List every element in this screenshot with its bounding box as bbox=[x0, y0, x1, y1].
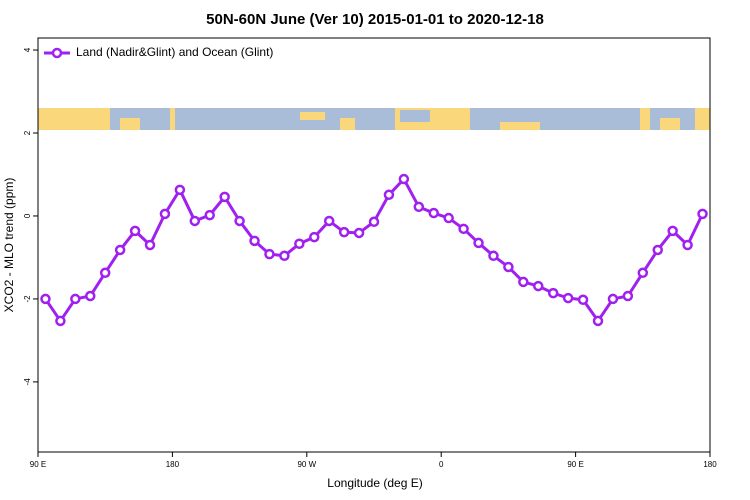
point bbox=[249, 235, 260, 247]
point bbox=[70, 293, 81, 305]
point bbox=[697, 208, 708, 220]
point bbox=[488, 250, 499, 262]
point bbox=[637, 267, 649, 279]
point bbox=[518, 276, 529, 288]
point bbox=[503, 261, 514, 273]
point bbox=[204, 209, 215, 221]
point bbox=[413, 201, 425, 213]
point bbox=[443, 212, 454, 224]
point bbox=[458, 223, 469, 235]
point bbox=[219, 191, 230, 203]
point bbox=[368, 216, 380, 228]
point bbox=[398, 173, 410, 185]
y-tick-label: 4 bbox=[23, 47, 32, 52]
point bbox=[264, 248, 275, 260]
y-tick-label: 2 bbox=[23, 130, 32, 135]
point bbox=[234, 215, 245, 227]
point bbox=[682, 239, 693, 251]
y-tick-label: 0 bbox=[23, 213, 32, 218]
point bbox=[159, 208, 171, 220]
point bbox=[144, 239, 156, 251]
point bbox=[607, 293, 619, 305]
point bbox=[383, 189, 395, 201]
point bbox=[353, 227, 365, 239]
legend-marker bbox=[51, 47, 63, 59]
x-axis-label: Longitude (deg E) bbox=[327, 476, 422, 490]
point bbox=[577, 294, 589, 306]
point bbox=[129, 225, 141, 237]
point bbox=[533, 280, 544, 292]
point bbox=[323, 215, 335, 227]
y-tick-label: -4 bbox=[23, 378, 32, 386]
map-strip bbox=[38, 108, 710, 130]
point bbox=[547, 287, 559, 299]
point bbox=[40, 293, 51, 305]
point bbox=[473, 237, 484, 249]
x-tick-label: 90 W bbox=[297, 460, 316, 469]
legend-label: Land (Nadir&Glint) and Ocean (Glint) bbox=[76, 45, 273, 59]
x-tick-label: 180 bbox=[166, 460, 180, 469]
y-axis-label: XCO2 - MLO trend (ppm) bbox=[2, 178, 16, 313]
plot-frame bbox=[37, 37, 711, 453]
point bbox=[174, 184, 186, 196]
point bbox=[189, 215, 201, 227]
point bbox=[562, 292, 574, 304]
x-tick-label: 90 E bbox=[567, 460, 583, 469]
x-tick-label: 90 E bbox=[30, 460, 46, 469]
point bbox=[622, 290, 634, 302]
point bbox=[592, 315, 604, 327]
point bbox=[652, 244, 663, 256]
point bbox=[428, 207, 439, 219]
point bbox=[55, 315, 66, 327]
x-tick-label: 180 bbox=[703, 460, 717, 469]
point bbox=[294, 238, 305, 250]
point bbox=[279, 250, 290, 262]
chart-title: 50N-60N June (Ver 10) 2015-01-01 to 2020… bbox=[206, 11, 544, 28]
point bbox=[667, 225, 678, 237]
point bbox=[309, 231, 320, 243]
point bbox=[85, 290, 96, 302]
point bbox=[99, 267, 111, 279]
x-tick-label: 0 bbox=[439, 460, 444, 469]
y-tick-label: -2 bbox=[23, 295, 32, 303]
series-line bbox=[44, 177, 704, 323]
point bbox=[114, 244, 126, 256]
point bbox=[338, 226, 350, 238]
